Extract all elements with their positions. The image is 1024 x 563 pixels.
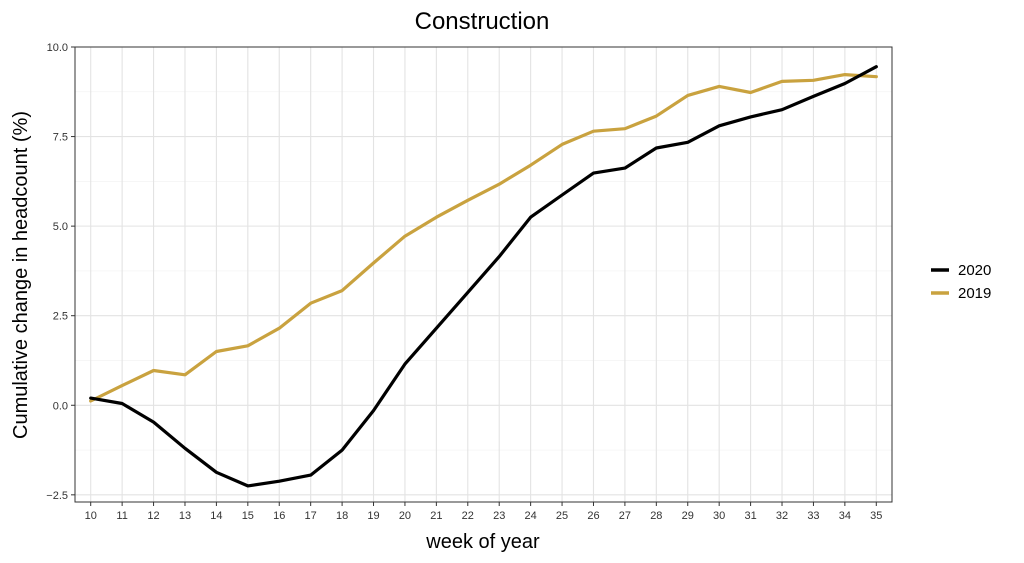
- x-tick-label: 11: [116, 510, 127, 522]
- x-tick-label: 31: [744, 510, 756, 522]
- y-tick-label: 0.0: [53, 400, 68, 412]
- plot-frame: [74, 46, 893, 503]
- x-tick-label: 28: [650, 510, 662, 522]
- x-axis: 10 11 12 13 14 15 16 17 18 19 20 21 22 23 24 25 26 27 28 29…: [85, 502, 882, 522]
- x-tick-label: 34: [839, 510, 851, 522]
- chart-title: Construction: [415, 8, 550, 35]
- x-tick-label: 21: [430, 510, 442, 522]
- series-line-2020: [89, 65, 878, 488]
- y-tick-label: 10.0: [47, 42, 68, 54]
- x-tick-label: 13: [179, 510, 191, 522]
- y-tick-label: 2.5: [53, 311, 68, 323]
- x-tick-label: 25: [556, 510, 568, 522]
- x-tick-label: 17: [305, 510, 317, 522]
- series-lines: [89, 65, 878, 488]
- x-tick-label: 19: [367, 510, 379, 522]
- y-axis-title: Cumulative change in headcount (%): [10, 111, 32, 439]
- x-tick-label: 20: [399, 510, 411, 522]
- x-tick-label: 26: [587, 510, 599, 522]
- x-tick-label: 10: [85, 510, 97, 522]
- x-tick-label: 16: [273, 510, 285, 522]
- x-tick-label: 12: [147, 510, 159, 522]
- y-tick-label: 5.0: [53, 221, 68, 233]
- x-tick-label: 14: [210, 510, 222, 522]
- x-tick-label: 15: [242, 510, 254, 522]
- x-tick-label: 35: [870, 510, 882, 522]
- y-axis: −2.5 0.0 2.5 5.0 7.5 10.0: [46, 42, 75, 502]
- legend-label-2019: 2019: [958, 285, 991, 302]
- x-tick-label: 22: [462, 510, 474, 522]
- x-tick-label: 32: [776, 510, 788, 522]
- x-tick-label: 27: [619, 510, 631, 522]
- x-tick-label: 29: [682, 510, 694, 522]
- x-tick-label: 24: [525, 510, 537, 522]
- x-tick-label: 18: [336, 510, 348, 522]
- y-tick-label: 7.5: [53, 132, 68, 144]
- x-tick-label: 33: [807, 510, 819, 522]
- x-tick-label: 30: [713, 510, 725, 522]
- x-tick-label: 23: [493, 510, 505, 522]
- y-tick-label: −2.5: [46, 490, 68, 502]
- series-line-2019: [89, 72, 878, 403]
- legend-label-2020: 2020: [958, 262, 991, 279]
- x-axis-title: week of year: [425, 531, 540, 553]
- legend: 2020 2019: [931, 262, 991, 302]
